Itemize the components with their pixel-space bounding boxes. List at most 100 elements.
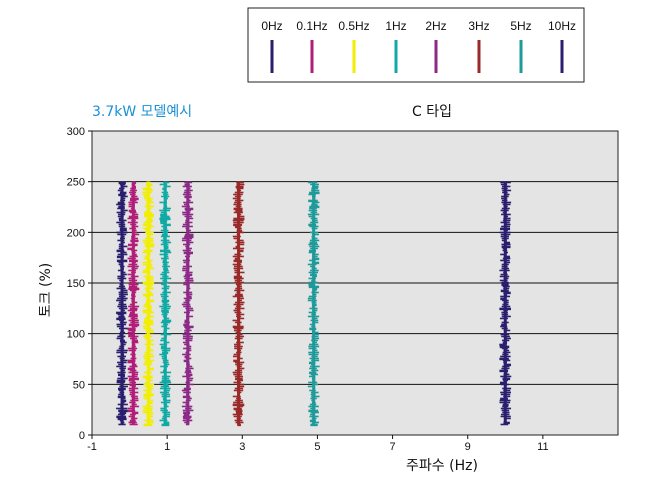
series-mark-0.5Hz <box>147 185 151 188</box>
series-mark-2Hz <box>184 189 193 192</box>
series-mark-1Hz <box>160 321 171 324</box>
series-mark-0.5Hz <box>143 241 154 244</box>
series-mark-5Hz <box>310 183 319 186</box>
series-mark-0.1Hz <box>128 269 137 272</box>
series-mark-0.1Hz <box>127 347 138 350</box>
series-mark-3Hz <box>233 237 240 240</box>
series-mark-10Hz <box>503 379 508 382</box>
series-mark-0.5Hz <box>144 377 152 380</box>
series-mark-0.5Hz <box>146 265 153 268</box>
series-mark-1Hz <box>160 409 168 412</box>
series-mark-0Hz <box>120 235 125 238</box>
series-mark-0Hz <box>118 291 128 294</box>
x-tick-label: 1 <box>164 441 170 453</box>
series-mark-3Hz <box>236 341 244 344</box>
series-mark-3Hz <box>233 211 243 214</box>
series-mark-0.1Hz <box>131 231 137 234</box>
series-mark-2Hz <box>183 417 191 420</box>
series-mark-0Hz <box>118 263 124 266</box>
series-mark-5Hz <box>311 301 317 304</box>
series-mark-0Hz <box>117 277 127 280</box>
series-mark-0.5Hz <box>145 329 154 332</box>
series-mark-0.1Hz <box>128 205 135 208</box>
series-mark-0.5Hz <box>147 341 152 345</box>
series-mark-0Hz <box>120 199 126 202</box>
series-mark-0.5Hz <box>143 283 154 286</box>
series-mark-3Hz <box>236 227 242 230</box>
series-mark-3Hz <box>234 225 241 229</box>
series-mark-2Hz <box>185 327 191 330</box>
series-mark-0.5Hz <box>143 221 152 224</box>
series-mark-5Hz <box>308 283 315 287</box>
series-mark-10Hz <box>502 351 511 354</box>
series-mark-10Hz <box>501 245 511 249</box>
series-mark-5Hz <box>308 281 318 284</box>
series-mark-0.1Hz <box>131 339 138 343</box>
series-mark-3Hz <box>233 259 243 263</box>
series-mark-0.1Hz <box>129 381 137 384</box>
series-mark-0.5Hz <box>142 271 151 274</box>
series-mark-5Hz <box>312 309 318 312</box>
series-mark-0.1Hz <box>128 329 136 332</box>
series-mark-0.1Hz <box>127 327 136 331</box>
series-mark-0Hz <box>116 323 127 326</box>
series-mark-0.5Hz <box>142 261 152 264</box>
series-mark-0.1Hz <box>129 303 135 306</box>
series-mark-3Hz <box>235 209 243 213</box>
series-mark-0.1Hz <box>131 397 139 400</box>
series-mark-2Hz <box>183 201 194 204</box>
series-mark-0Hz <box>120 185 128 188</box>
series-mark-3Hz <box>236 351 242 354</box>
series-mark-3Hz <box>234 419 243 422</box>
series-mark-0.5Hz <box>145 277 154 280</box>
series-mark-2Hz <box>185 307 193 310</box>
series-mark-0Hz <box>119 227 127 231</box>
series-mark-5Hz <box>307 299 317 302</box>
series-mark-0.5Hz <box>144 255 150 258</box>
series-mark-5Hz <box>308 409 319 413</box>
series-mark-3Hz <box>237 215 245 218</box>
series-mark-5Hz <box>308 215 316 218</box>
series-mark-5Hz <box>312 287 318 291</box>
series-mark-5Hz <box>310 423 318 427</box>
series-mark-5Hz <box>308 193 317 196</box>
series-mark-0.5Hz <box>146 181 151 184</box>
series-mark-2Hz <box>185 271 193 274</box>
series-mark-5Hz <box>308 361 316 365</box>
series-mark-0.1Hz <box>131 241 135 244</box>
series-mark-0.5Hz <box>143 335 153 338</box>
series-mark-0Hz <box>120 289 128 292</box>
series-mark-0.1Hz <box>129 227 137 230</box>
series-mark-0.1Hz <box>130 239 139 243</box>
series-mark-1Hz <box>162 265 170 268</box>
series-mark-0Hz <box>117 189 124 192</box>
series-mark-0.1Hz <box>128 191 137 194</box>
series-mark-3Hz <box>233 381 242 384</box>
series-mark-2Hz <box>182 269 190 272</box>
series-mark-0Hz <box>118 205 125 209</box>
series-mark-0.5Hz <box>145 203 151 206</box>
series-mark-5Hz <box>307 315 320 318</box>
series-mark-1Hz <box>163 285 170 288</box>
series-mark-5Hz <box>312 379 316 383</box>
series-mark-3Hz <box>232 355 241 358</box>
x-tick-label: 9 <box>465 441 471 453</box>
series-mark-5Hz <box>309 403 317 406</box>
series-mark-3Hz <box>237 383 245 386</box>
series-mark-2Hz <box>182 375 191 378</box>
series-mark-10Hz <box>501 335 510 338</box>
series-mark-0.1Hz <box>128 283 139 286</box>
series-mark-5Hz <box>311 291 319 294</box>
series-mark-3Hz <box>232 235 241 238</box>
series-mark-5Hz <box>311 329 315 333</box>
series-mark-0Hz <box>118 303 127 306</box>
series-mark-3Hz <box>237 297 244 300</box>
series-mark-0.5Hz <box>143 269 150 273</box>
series-mark-3Hz <box>235 331 241 334</box>
series-mark-1Hz <box>164 363 170 366</box>
series-mark-5Hz <box>311 417 317 420</box>
series-mark-1Hz <box>160 221 167 225</box>
series-mark-3Hz <box>236 365 242 368</box>
series-mark-3Hz <box>233 373 242 376</box>
series-mark-10Hz <box>501 263 509 266</box>
